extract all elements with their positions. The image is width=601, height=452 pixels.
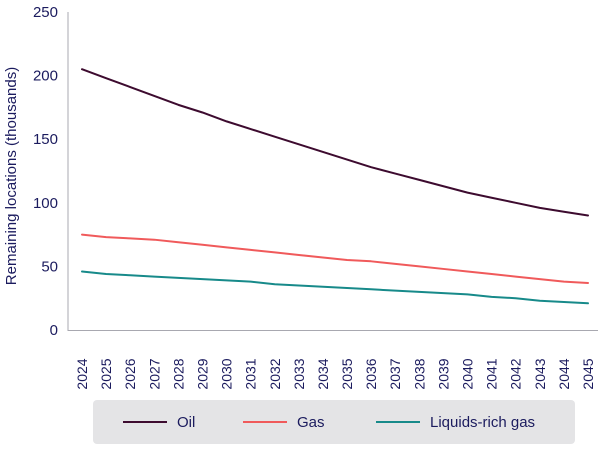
legend-item-liquids-rich-gas: Liquids-rich gas — [376, 400, 535, 444]
x-tick-label: 2039 — [435, 358, 451, 389]
x-tick-label: 2031 — [243, 358, 259, 389]
y-tick-label: 150 — [33, 131, 58, 148]
x-axis: 2024 2025 2026 2027 2028 2029 2030 2031 2032 2033… — [68, 330, 598, 390]
x-tick-label: 2043 — [532, 358, 548, 389]
x-tick-label: 2034 — [315, 358, 331, 389]
x-tick-label: 2040 — [460, 358, 476, 389]
y-tick-label: 250 — [33, 4, 58, 21]
x-tick-label: 2045 — [580, 358, 596, 389]
x-tick-label: 2028 — [170, 358, 186, 389]
x-tick-label: 2044 — [556, 358, 572, 389]
y-tick-label: 200 — [33, 68, 58, 85]
x-tick-label: 2041 — [484, 358, 500, 389]
x-tick-label: 2042 — [508, 358, 524, 389]
y-tick-label: 100 — [33, 195, 58, 212]
x-tick-label: 2027 — [146, 358, 162, 389]
x-tick-label: 2025 — [98, 358, 114, 389]
legend-label-oil: Oil — [177, 413, 196, 431]
y-tick-label: 0 — [50, 322, 58, 339]
x-tick-label: 2035 — [339, 358, 355, 389]
x-tick-label: 2038 — [411, 358, 427, 389]
series-line-liquids-rich-gas — [81, 270, 589, 305]
legend-label-liquids-rich-gas: Liquids-rich gas — [430, 413, 536, 431]
legend-swatch-liquids-rich-gas — [376, 421, 420, 423]
series-layer — [81, 68, 589, 305]
x-tick-label: 2037 — [387, 358, 403, 389]
series-line-gas — [81, 233, 589, 284]
y-axis-label: Remaining locations (thousands) — [3, 67, 20, 285]
x-tick-label: 2033 — [291, 358, 307, 389]
x-tick-label: 2029 — [194, 358, 210, 389]
legend-label-gas: Gas — [297, 413, 325, 431]
legend-swatch-gas — [243, 421, 287, 423]
x-tick-label: 2036 — [363, 358, 379, 389]
series-line-oil — [81, 68, 589, 217]
legend-item-oil: Oil — [123, 400, 195, 444]
legend-item-gas: Gas — [243, 400, 325, 444]
x-tick-label: 2024 — [74, 358, 90, 389]
legend-swatch-oil — [123, 421, 167, 423]
chart-legend: Oil Gas Liquids-rich gas — [93, 400, 575, 444]
x-tick-label: 2026 — [122, 358, 138, 389]
y-axis: 0 50 100 150 200 250 — [33, 4, 69, 339]
x-tick-label: 2030 — [219, 358, 235, 389]
x-tick-label: 2032 — [267, 358, 283, 389]
y-tick-label: 50 — [41, 258, 58, 275]
